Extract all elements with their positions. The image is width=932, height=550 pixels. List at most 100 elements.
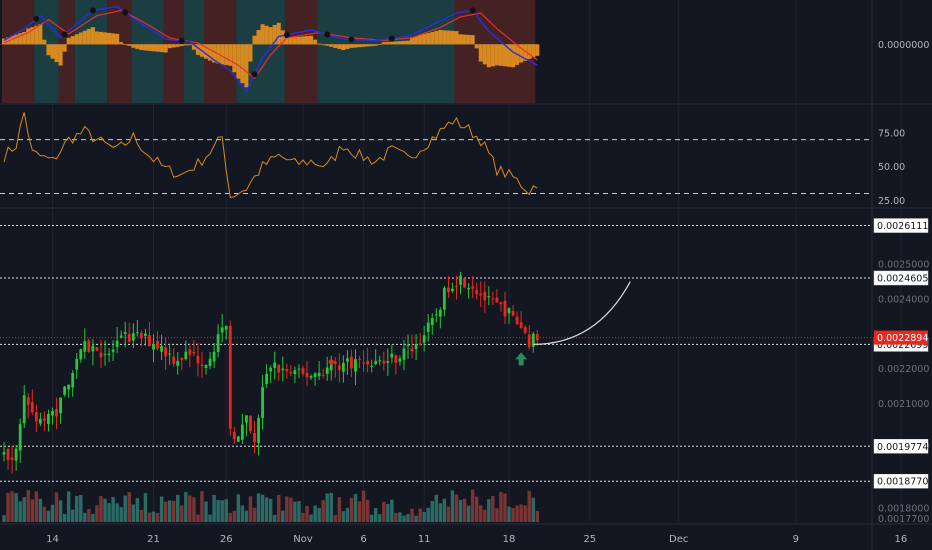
level-badge-4: [873, 473, 929, 489]
x-tick-label-7: 25: [583, 534, 596, 545]
macd-histogram-bar: [94, 31, 99, 45]
price-axis-tick-0: 0.0025000: [878, 260, 929, 271]
macd-histogram-bar: [490, 44, 495, 67]
macd-histogram-bar: [406, 40, 411, 45]
candle-body: [87, 340, 91, 352]
last-price-label: 0.0022894: [877, 333, 928, 344]
volume-bar: [511, 508, 515, 522]
candle-body: [115, 340, 119, 348]
macd-histogram-bar: [50, 44, 55, 59]
volume-bar: [70, 509, 75, 522]
volume-bar: [163, 501, 168, 522]
candle-body: [285, 368, 289, 372]
volume-bar: [180, 505, 184, 522]
volume-bar: [446, 506, 451, 522]
candle-body: [386, 360, 390, 363]
volume-bar: [329, 492, 333, 522]
macd-signal-line: [3, 9, 538, 80]
candle-body: [467, 288, 471, 290]
candle-body: [216, 334, 220, 352]
candle-body: [442, 287, 446, 310]
volume-bar: [10, 491, 14, 522]
candle-body: [220, 327, 224, 333]
rsi-layer: [0, 112, 872, 198]
candle-body: [127, 333, 131, 342]
candle-body: [281, 368, 285, 371]
volume-bar: [398, 512, 402, 522]
candle-body: [47, 414, 50, 424]
volume-bar: [123, 495, 127, 522]
candle-body: [123, 332, 127, 334]
macd-histogram-bar: [462, 34, 467, 45]
candle-body: [487, 296, 491, 298]
macd-histogram-bar: [58, 44, 63, 66]
candle-body: [99, 352, 103, 358]
volume-bar: [430, 501, 434, 522]
macd-histogram-bar: [167, 44, 172, 49]
price-axis-tick-2: 0.0022000: [878, 364, 929, 375]
macd-histogram-bar: [502, 44, 507, 67]
volume-bar: [18, 501, 22, 522]
candle-body: [346, 358, 349, 362]
macd-histogram-bar: [175, 44, 180, 47]
macd-histogram-bar: [313, 39, 318, 45]
volume-bar: [402, 515, 406, 522]
volume-bar: [135, 498, 140, 522]
candle-body: [374, 360, 378, 365]
macd-crossover-dot: [324, 31, 331, 38]
candle-body: [257, 418, 260, 444]
macd-histogram-bar: [523, 44, 528, 61]
x-tick-label-0: 14: [46, 534, 59, 545]
macd-histogram-bar: [248, 44, 253, 62]
macd-histogram-bar: [232, 44, 237, 73]
macd-histogram-bar: [252, 35, 257, 45]
macd-histogram-bar: [86, 28, 91, 45]
candle-body: [228, 325, 232, 429]
volume-bar: [232, 510, 237, 522]
macd-histogram-bar: [365, 44, 370, 47]
candle-body: [10, 457, 14, 460]
macd-crossover-dot: [61, 31, 68, 38]
macd-histogram-bar: [458, 34, 463, 45]
candle-body: [208, 358, 212, 367]
candle-body: [479, 293, 483, 296]
candle-body: [313, 373, 317, 377]
macd-histogram-bar: [123, 44, 128, 45]
volume-bar: [14, 493, 18, 522]
macd-bg-segment-10: [284, 0, 318, 103]
level-badge-label-4: 0.0018770: [877, 477, 928, 488]
macd-histogram-bar: [329, 44, 334, 47]
volume-bar: [454, 494, 459, 522]
macd-crossover-dot: [283, 31, 290, 38]
volume-bar: [42, 506, 47, 522]
candle-body: [293, 370, 297, 375]
candle-body: [131, 333, 135, 341]
candle-body: [192, 351, 196, 354]
volume-bar: [378, 514, 382, 522]
candle-body: [378, 360, 382, 362]
volume-bar: [176, 494, 180, 522]
macd-histogram-bar: [240, 44, 245, 84]
candle-body: [483, 291, 487, 301]
candle-body: [148, 334, 151, 347]
macd-histogram-bar: [131, 44, 136, 48]
macd-histogram-bar: [305, 36, 310, 45]
volume-bar: [260, 494, 265, 522]
macd-bg-segment-12: [389, 0, 455, 103]
volume-bar: [458, 499, 463, 522]
macd-bg-segment-6: [163, 0, 184, 103]
level-badge-label-2: 0.0022699: [877, 340, 928, 351]
volume-bar: [503, 493, 507, 522]
macd-bg-segment-7: [183, 0, 204, 103]
macd-crossover-dot: [469, 7, 476, 14]
macd-histogram-bar: [1, 38, 7, 45]
macd-bg-segment-11: [317, 0, 390, 103]
rsi-line: [3, 112, 538, 198]
macd-histogram-bar: [268, 27, 273, 45]
macd-histogram-bar: [446, 30, 451, 45]
volume-bar: [438, 503, 443, 522]
candle-body: [91, 345, 95, 352]
rsi-axis-label-1: 50.00: [878, 162, 905, 173]
macd-histogram-bar: [361, 44, 366, 47]
